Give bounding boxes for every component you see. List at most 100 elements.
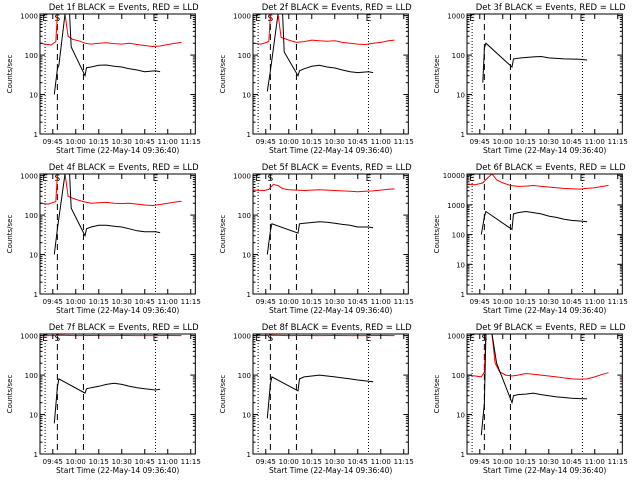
y-axis-label: Counts/sec bbox=[433, 215, 441, 254]
x-tick-label: 10:45 bbox=[562, 138, 582, 146]
marker-label: E bbox=[153, 334, 159, 344]
marker-label: E bbox=[469, 174, 475, 184]
x-tick-label: 10:15 bbox=[89, 298, 109, 306]
events-series-line bbox=[266, 221, 374, 255]
events-series-line bbox=[53, 378, 161, 424]
y-tick-label: 1 bbox=[247, 131, 251, 139]
marker-label: E bbox=[153, 174, 159, 184]
marker-label: E bbox=[580, 334, 586, 344]
chart-title: Det 9f BLACK = Events, RED = LLD bbox=[476, 323, 626, 333]
y-tick-label: 10 bbox=[456, 92, 465, 100]
x-tick-label: 11:00 bbox=[585, 298, 605, 306]
x-tick-label: 10:00 bbox=[66, 298, 86, 306]
x-tick-label: 10:45 bbox=[135, 138, 155, 146]
chart-title: Det 7f BLACK = Events, RED = LLD bbox=[49, 323, 199, 333]
y-tick-label: 1000 bbox=[447, 13, 465, 21]
x-tick-label: 10:30 bbox=[112, 298, 132, 306]
lld-series-line bbox=[40, 14, 182, 48]
y-tick-label: 100 bbox=[452, 52, 465, 60]
series-group bbox=[467, 174, 609, 235]
x-tick-label: 10:00 bbox=[279, 298, 299, 306]
x-tick-label: 09:45 bbox=[470, 138, 490, 146]
x-axis-label: Start Time (22-May-14 09:36:40) bbox=[269, 306, 392, 315]
events-series-line bbox=[482, 42, 588, 83]
x-tick-label: 10:45 bbox=[135, 298, 155, 306]
plot-frame bbox=[39, 333, 196, 455]
x-axis-label: Start Time (22-May-14 09:36:40) bbox=[56, 146, 179, 155]
x-tick-label: 11:00 bbox=[371, 458, 391, 466]
x-tick-label: 10:30 bbox=[325, 458, 345, 466]
marker-label: E bbox=[255, 334, 261, 344]
x-tick-label: 10:45 bbox=[562, 458, 582, 466]
x-tick-label: 11:15 bbox=[608, 298, 628, 306]
marker-label: E bbox=[366, 14, 372, 24]
marker-label: E bbox=[42, 174, 48, 184]
events-series-line bbox=[53, 174, 161, 255]
x-tick-label: 11:00 bbox=[158, 458, 178, 466]
y-axis-label: Counts/sec bbox=[6, 375, 14, 414]
x-tick-label: 11:00 bbox=[371, 298, 391, 306]
events-series-line bbox=[266, 374, 374, 419]
y-axis-label: Counts/sec bbox=[433, 55, 441, 94]
x-tick-label: 10:30 bbox=[539, 458, 559, 466]
y-tick-label: 1 bbox=[461, 131, 465, 139]
marker-label: E bbox=[42, 14, 48, 24]
y-tick-label: 100 bbox=[25, 212, 38, 220]
x-tick-label: 11:15 bbox=[394, 138, 414, 146]
y-axis-label: Counts/sec bbox=[6, 215, 14, 254]
events-series-line bbox=[266, 14, 374, 92]
x-axis-label: Start Time (22-May-14 09:36:40) bbox=[483, 466, 606, 475]
plot-frame bbox=[466, 13, 623, 135]
marker-label: S bbox=[268, 174, 274, 184]
x-tick-label: 09:45 bbox=[470, 458, 490, 466]
plot-frame bbox=[252, 173, 409, 295]
x-tick-label: 11:15 bbox=[181, 298, 201, 306]
y-axis-label: Counts/sec bbox=[219, 375, 227, 414]
x-tick-label: 09:45 bbox=[256, 458, 276, 466]
y-tick-label: 100 bbox=[452, 372, 465, 380]
y-tick-label: 1000 bbox=[20, 13, 38, 21]
lld-series-line bbox=[467, 334, 609, 380]
x-tick-label: 09:45 bbox=[43, 138, 63, 146]
x-tick-label: 10:30 bbox=[112, 138, 132, 146]
chart-title: Det 2f BLACK = Events, RED = LLD bbox=[262, 3, 412, 13]
y-tick-label: 10 bbox=[29, 252, 38, 260]
x-axis-label: Start Time (22-May-14 09:36:40) bbox=[483, 306, 606, 315]
x-tick-label: 10:00 bbox=[493, 458, 513, 466]
x-tick-label: 11:15 bbox=[394, 458, 414, 466]
x-tick-label: 09:45 bbox=[43, 298, 63, 306]
y-tick-label: 1 bbox=[34, 291, 38, 299]
x-tick-label: 10:15 bbox=[516, 298, 536, 306]
y-tick-label: 1 bbox=[34, 451, 38, 459]
x-tick-label: 10:30 bbox=[325, 298, 345, 306]
y-tick-label: 10 bbox=[29, 412, 38, 420]
y-axis-label: Counts/sec bbox=[433, 375, 441, 414]
events-series-line bbox=[480, 210, 588, 235]
x-tick-label: 10:30 bbox=[325, 138, 345, 146]
x-tick-label: 09:45 bbox=[256, 298, 276, 306]
y-axis-label: Counts/sec bbox=[219, 215, 227, 254]
y-tick-label: 10 bbox=[242, 92, 251, 100]
y-tick-label: 10 bbox=[456, 261, 465, 269]
x-tick-label: 10:15 bbox=[302, 458, 322, 466]
series-group bbox=[467, 334, 609, 436]
x-axis-label: Start Time (22-May-14 09:36:40) bbox=[269, 146, 392, 155]
plot-frame bbox=[39, 173, 196, 295]
x-tick-label: 10:15 bbox=[516, 458, 536, 466]
marker-label: E bbox=[42, 334, 48, 344]
x-tick-label: 10:30 bbox=[112, 458, 132, 466]
y-tick-label: 10 bbox=[456, 412, 465, 420]
series-group bbox=[253, 334, 395, 419]
y-tick-label: 100 bbox=[238, 52, 251, 60]
y-tick-label: 10 bbox=[29, 92, 38, 100]
y-tick-label: 1 bbox=[247, 451, 251, 459]
events-series-line bbox=[53, 14, 161, 95]
marker-label: E bbox=[366, 174, 372, 184]
x-tick-label: 11:00 bbox=[371, 138, 391, 146]
plot-frame bbox=[466, 173, 623, 295]
y-tick-label: 1 bbox=[34, 131, 38, 139]
